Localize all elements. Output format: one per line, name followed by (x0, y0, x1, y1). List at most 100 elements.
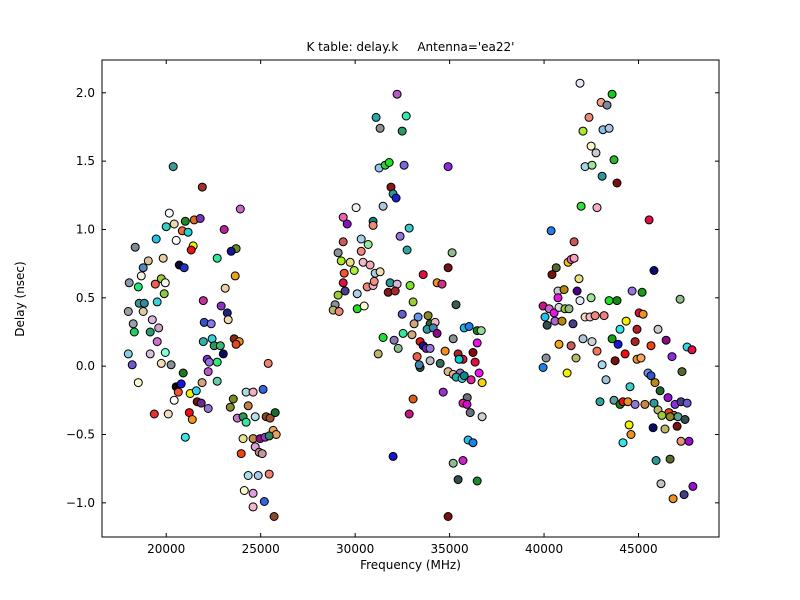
scatter-point (443, 263, 453, 273)
scatter-point (263, 358, 273, 368)
scatter-point (173, 387, 183, 397)
scatter-point (356, 246, 366, 256)
scatter-point (147, 315, 157, 325)
scatter-point (466, 375, 476, 385)
scatter-point (169, 395, 179, 405)
scatter-point (238, 434, 248, 444)
x-axis-label: Frequency (MHz) (360, 558, 461, 572)
scatter-point (389, 335, 399, 345)
scatter-point (241, 417, 251, 427)
scatter-point (218, 349, 228, 359)
scatter-point (637, 287, 647, 297)
scatter-point (604, 296, 614, 306)
scatter-point (123, 349, 133, 359)
scatter-point (393, 343, 403, 353)
scatter-point (418, 270, 428, 280)
x-tick-label: 40000 (525, 542, 563, 556)
scatter-point (206, 319, 216, 329)
scatter-point (212, 376, 222, 386)
scatter-point (562, 368, 572, 378)
scatter-point (542, 320, 552, 330)
scatter-point (163, 409, 173, 419)
scatter-point (592, 346, 602, 356)
scatter-point (136, 271, 146, 281)
scatter-point (124, 278, 134, 288)
scatter-point (609, 155, 619, 165)
scatter-point (371, 112, 381, 122)
scatter-point (547, 270, 557, 280)
scatter-point (677, 367, 687, 377)
x-tick-label: 30000 (336, 542, 374, 556)
scatter-point (223, 315, 233, 325)
scatter-point (145, 349, 155, 359)
scatter-point (680, 415, 690, 424)
scatter-point (423, 311, 433, 321)
scatter-point (559, 285, 569, 295)
scatter-point (265, 413, 275, 423)
scatter-point (438, 387, 448, 397)
scatter-point (123, 307, 133, 316)
scatter-point (352, 289, 362, 299)
scatter-point (648, 423, 658, 433)
scatter-point (180, 432, 190, 442)
scatter-point (653, 324, 663, 334)
scatter-point (679, 490, 689, 500)
scatter-point (269, 512, 279, 521)
scatter-point (168, 162, 178, 172)
scatter-point (644, 215, 654, 225)
scatter-point (384, 158, 394, 167)
scatter-point (612, 296, 622, 306)
scatter-point (397, 309, 407, 319)
scatter-point (215, 341, 225, 351)
scatter-point (390, 286, 400, 296)
scatter-point (128, 319, 138, 329)
scatter-point (378, 333, 388, 342)
scatter-point (413, 312, 423, 322)
scatter-point (248, 387, 258, 397)
scatter-point (626, 430, 636, 439)
scatter-point (368, 220, 378, 230)
scatter-point (572, 286, 582, 296)
scatter-point (171, 235, 181, 245)
scatter-point (672, 421, 682, 431)
scatter-point (538, 363, 548, 372)
scatter-point (258, 384, 268, 394)
scatter-point (465, 408, 475, 418)
scatter-point (127, 360, 137, 370)
scatter-point (656, 479, 666, 489)
scatter-point (129, 327, 139, 337)
scatter-point (646, 341, 656, 351)
scatter-point (187, 415, 197, 424)
scatter-point (564, 304, 574, 314)
scatter-point (152, 297, 162, 307)
scatter-point (243, 471, 253, 480)
scatter-point (468, 438, 478, 448)
scatter-point (660, 424, 670, 434)
scatter-point (169, 219, 179, 229)
y-tick-label: 1.5 (76, 154, 95, 168)
scatter-point (264, 431, 274, 441)
scatter-point (333, 290, 343, 300)
scatter-point (186, 245, 196, 255)
scatter-point (138, 307, 148, 316)
scatter-point (425, 356, 435, 366)
scatter-point (437, 279, 447, 289)
scatter-point (248, 488, 258, 498)
scatter-point (575, 296, 585, 306)
y-axis-label: Delay (nsec) (13, 261, 27, 337)
scatter-point (613, 339, 623, 349)
scatter-point (414, 360, 424, 370)
scatter-point (159, 289, 169, 299)
scatter-point (161, 222, 171, 232)
scatter-point (338, 278, 348, 288)
scatter-point (338, 237, 348, 247)
scatter-point (264, 469, 274, 479)
scatter-point (230, 271, 240, 281)
scatter-point (651, 456, 661, 465)
scatter-point (191, 386, 201, 396)
scatter-point (156, 358, 166, 368)
plot-title: K table: delay.k Antenna='ea22' (306, 40, 515, 54)
scatter-point (540, 312, 550, 322)
scatter-point (440, 346, 450, 356)
